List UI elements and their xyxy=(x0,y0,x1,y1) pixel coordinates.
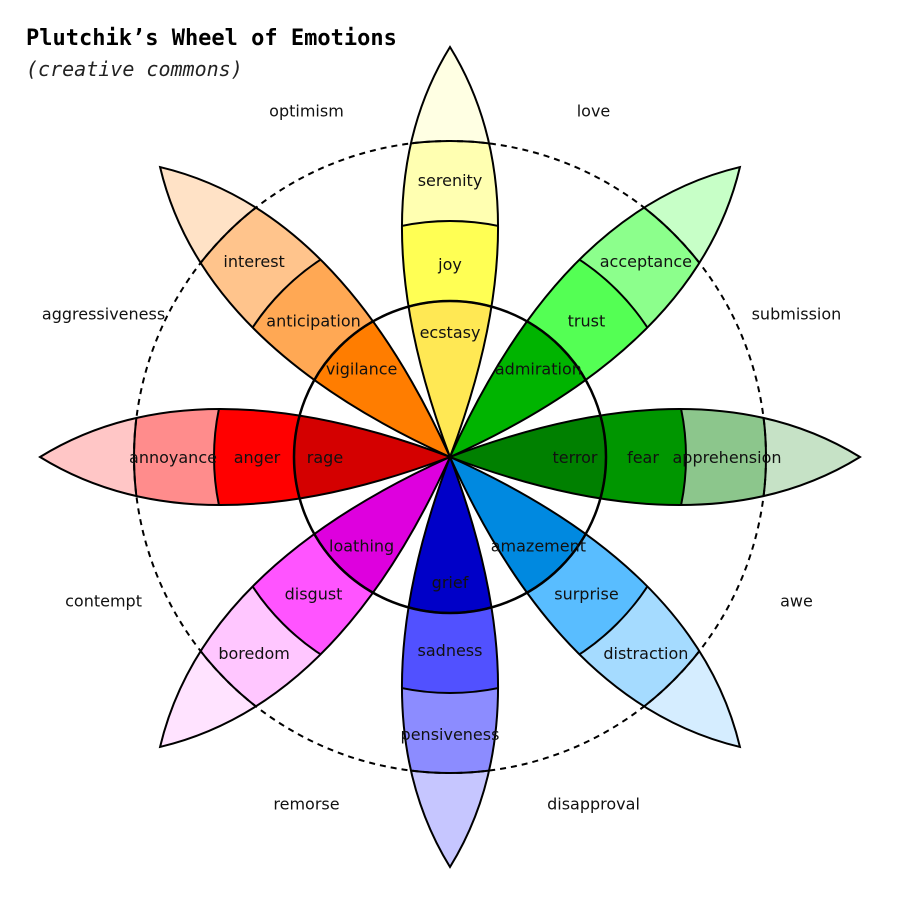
emotion-label-apprehension: apprehension xyxy=(672,448,781,467)
dyad-label-love: love xyxy=(577,102,611,121)
emotion-label-annoyance: annoyance xyxy=(129,448,217,467)
title: Plutchik’s Wheel of Emotions xyxy=(26,26,397,51)
emotion-label-anger: anger xyxy=(234,448,281,467)
dyad-ring xyxy=(133,140,767,774)
emotion-label-joy: joy xyxy=(437,255,462,274)
emotion-label-terror: terror xyxy=(552,448,597,467)
emotion-label-amazement: amazement xyxy=(491,536,586,555)
emotion-label-grief: grief xyxy=(432,573,469,592)
emotion-label-surprise: surprise xyxy=(554,584,618,603)
dyad-label-optimism: optimism xyxy=(269,102,344,121)
dyad-label-contempt: contempt xyxy=(65,592,142,611)
petal-band xyxy=(450,408,687,506)
emotion-label-boredom: boredom xyxy=(218,644,290,663)
emotion-label-vigilance: vigilance xyxy=(326,360,398,379)
petal-band xyxy=(293,457,450,614)
petal-band xyxy=(450,457,607,614)
emotion-label-admiration: admiration xyxy=(495,360,582,379)
emotion-label-loathing: loathing xyxy=(329,536,394,555)
petal-band xyxy=(213,457,450,694)
petal-band xyxy=(213,220,450,457)
emotion-label-acceptance: acceptance xyxy=(600,252,692,271)
emotion-label-distraction: distraction xyxy=(603,644,688,663)
emotion-label-rage: rage xyxy=(307,448,343,467)
petal-band xyxy=(450,220,687,457)
emotion-label-trust: trust xyxy=(568,312,606,331)
petal-band xyxy=(213,408,450,506)
subtitle: (creative commons) xyxy=(26,57,243,81)
petal-layer xyxy=(38,45,862,869)
petal-band xyxy=(401,457,499,694)
petal-band xyxy=(450,300,607,457)
dyad-label-submission: submission xyxy=(752,304,842,323)
emotion-label-anticipation: anticipation xyxy=(266,312,361,331)
text-layer: ecstasy joy serenity admiration trust accepta… xyxy=(42,102,841,814)
emotion-label-sadness: sadness xyxy=(418,641,483,660)
emotion-label-fear: fear xyxy=(627,448,659,467)
emotion-label-ecstasy: ecstasy xyxy=(420,323,481,342)
dyad-label-remorse: remorse xyxy=(273,794,339,813)
petal-band xyxy=(293,300,450,457)
dyad-label-disapproval: disapproval xyxy=(547,794,640,813)
dyad-label-aggressiveness: aggressiveness xyxy=(42,304,165,323)
emotion-label-interest: interest xyxy=(223,252,284,271)
petal-band xyxy=(401,220,499,457)
petal-band xyxy=(450,457,687,694)
emotion-label-serenity: serenity xyxy=(418,171,483,190)
emotion-label-disgust: disgust xyxy=(285,584,343,603)
dyad-label-awe: awe xyxy=(780,592,813,611)
emotion-label-pensiveness: pensiveness xyxy=(401,725,500,744)
